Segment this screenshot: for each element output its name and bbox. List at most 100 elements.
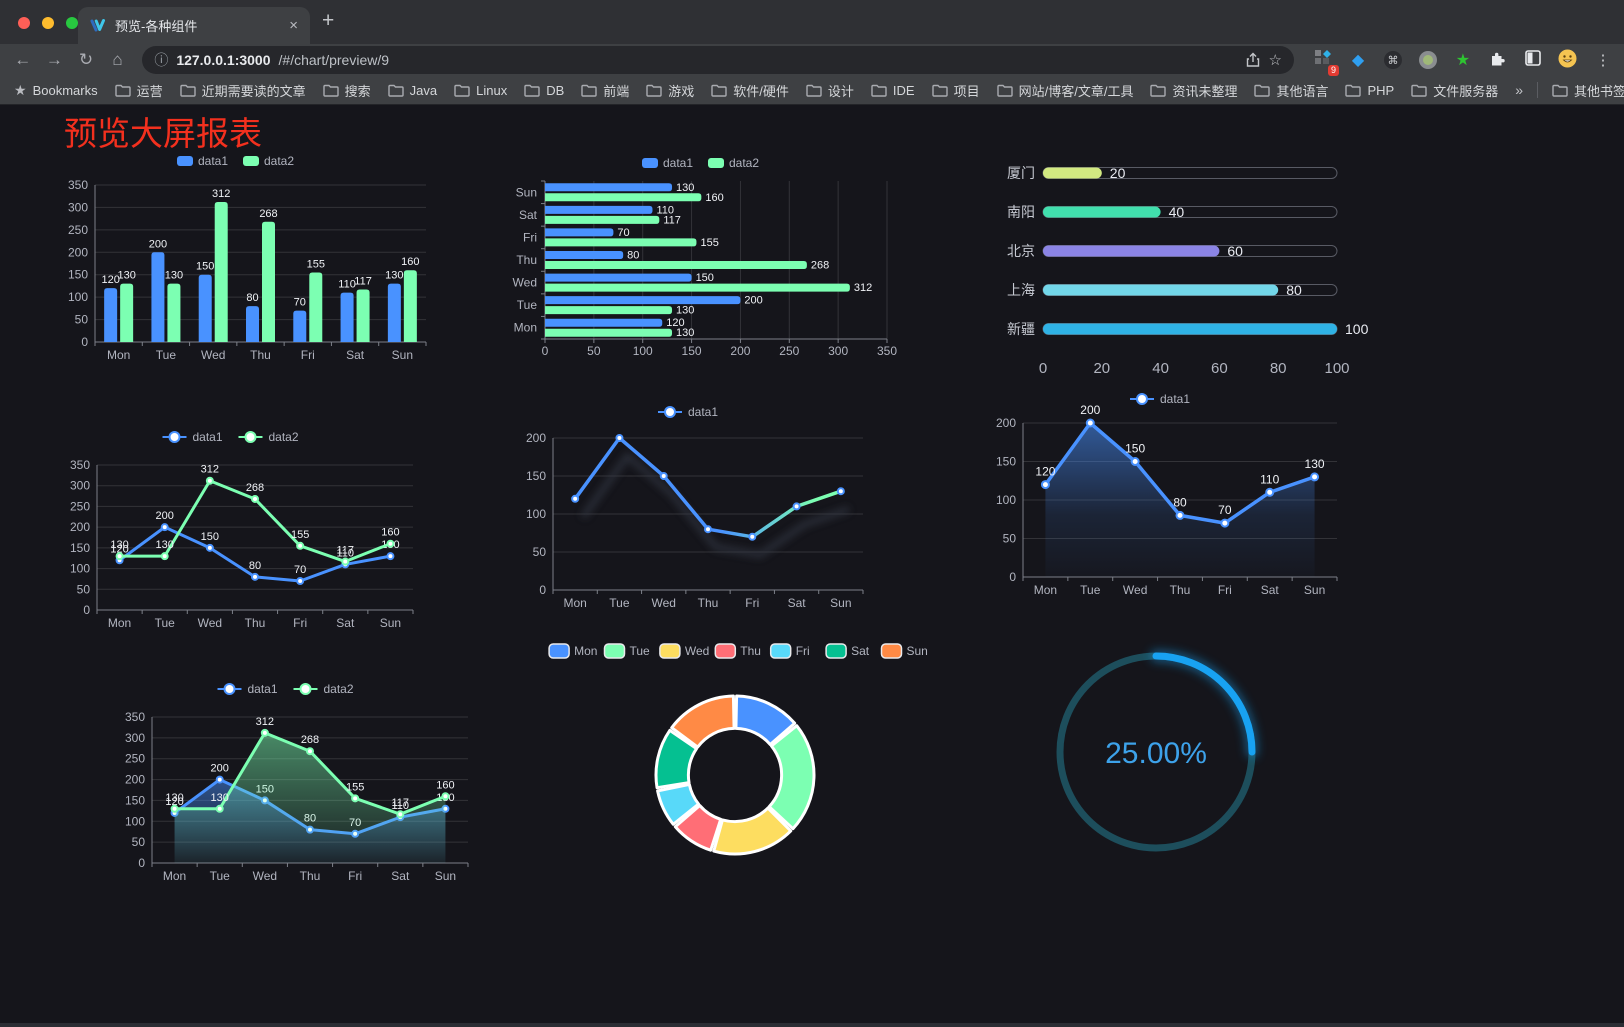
zoom-window-button[interactable]: [66, 17, 78, 29]
svg-text:312: 312: [854, 282, 872, 294]
chart-line-two-series: data1 data2 0 50 100 150 200 250 300 350 Mon Tue Wed…: [45, 425, 420, 645]
svg-text:100: 100: [1324, 360, 1349, 377]
url-path: /#/chart/preview/9: [278, 52, 390, 68]
record-extension-icon[interactable]: [1417, 51, 1439, 69]
svg-text:80: 80: [1286, 282, 1302, 298]
svg-text:150: 150: [682, 344, 702, 358]
bookmark-folder[interactable]: 软件/硬件: [711, 81, 789, 100]
address-bar[interactable]: ⓘ 127.0.0.1:3000 /#/chart/preview/9 ☆: [142, 46, 1294, 74]
bookmark-folder[interactable]: 近期需要读的文章: [179, 81, 306, 100]
bookmark-star-icon[interactable]: ☆: [1268, 52, 1282, 69]
svg-text:200: 200: [526, 431, 546, 445]
svg-text:200: 200: [125, 773, 145, 787]
svg-text:200: 200: [68, 245, 88, 259]
svg-text:Sun: Sun: [907, 644, 928, 658]
svg-text:Wed: Wed: [253, 869, 277, 883]
svg-text:厦门: 厦门: [1007, 165, 1035, 181]
new-tab-button[interactable]: +: [322, 9, 335, 32]
bookmark-folder[interactable]: Linux: [454, 83, 507, 98]
profile-avatar[interactable]: [1557, 49, 1579, 72]
svg-text:150: 150: [68, 268, 88, 282]
svg-text:117: 117: [354, 276, 372, 288]
svg-text:150: 150: [526, 469, 546, 483]
folder-icon: [806, 84, 822, 97]
bookmark-folder[interactable]: 搜索: [322, 81, 371, 100]
bookmark-folder[interactable]: 项目: [931, 81, 980, 100]
bookmarks-overflow[interactable]: »: [1515, 82, 1524, 98]
bookmark-folder[interactable]: IDE: [871, 83, 915, 98]
svg-text:120: 120: [110, 543, 128, 555]
svg-text:Sun: Sun: [435, 869, 456, 883]
bookmarks-manager[interactable]: ★ Bookmarks: [14, 81, 98, 98]
svg-text:130: 130: [676, 305, 694, 317]
svg-text:Mon: Mon: [108, 616, 131, 630]
svg-text:80: 80: [627, 250, 639, 262]
bookmark-folder[interactable]: Java: [387, 83, 437, 98]
tab-manager-extension-icon[interactable]: 9: [1312, 49, 1339, 76]
svg-text:20: 20: [1110, 165, 1126, 181]
reload-icon[interactable]: ↻: [78, 50, 94, 69]
bookmark-folder[interactable]: 其他语言: [1254, 81, 1328, 100]
svg-text:Wed: Wed: [198, 616, 222, 630]
other-bookmarks[interactable]: 其他书签: [1552, 81, 1624, 100]
svg-text:350: 350: [68, 178, 88, 192]
bookmark-folder[interactable]: 网站/博客/文章/工具: [996, 81, 1133, 100]
bookmarks-right-group: » 其他书签: [1515, 81, 1624, 100]
svg-text:Sat: Sat: [346, 348, 365, 362]
svg-text:130: 130: [1305, 457, 1325, 471]
svg-text:Sat: Sat: [1261, 583, 1280, 597]
svg-text:155: 155: [291, 529, 309, 541]
bookmark-folder[interactable]: 运营: [114, 81, 163, 100]
site-info-icon[interactable]: ⓘ: [154, 52, 169, 68]
svg-text:50: 50: [132, 835, 146, 849]
folder-icon: [322, 84, 339, 97]
svg-text:Tue: Tue: [155, 616, 176, 630]
command-extension-icon[interactable]: ⌘: [1382, 51, 1404, 70]
gem-extension-icon[interactable]: ◆: [1351, 52, 1365, 69]
svg-text:40: 40: [1169, 204, 1185, 220]
minimize-window-button[interactable]: [42, 17, 54, 29]
close-window-button[interactable]: [18, 17, 30, 29]
home-icon[interactable]: ⌂: [112, 50, 123, 69]
bookmark-folder[interactable]: 设计: [806, 81, 854, 100]
svg-text:155: 155: [700, 237, 718, 249]
svg-text:60: 60: [1211, 360, 1228, 377]
share-icon[interactable]: [1245, 52, 1261, 68]
svg-text:Tue: Tue: [210, 869, 231, 883]
svg-text:200: 200: [211, 763, 229, 775]
svg-text:312: 312: [201, 464, 219, 476]
back-icon[interactable]: ←: [14, 50, 32, 69]
tab-title: 预览-各种组件: [115, 19, 198, 34]
bookmark-folder[interactable]: 前端: [581, 81, 629, 100]
svg-text:155: 155: [346, 781, 364, 793]
menu-icon[interactable]: ⋮: [1595, 52, 1611, 69]
bookmark-folder[interactable]: 文件服务器: [1411, 81, 1498, 100]
bookmark-folder[interactable]: PHP: [1345, 83, 1394, 98]
svg-text:268: 268: [259, 208, 277, 220]
svg-text:160: 160: [381, 527, 399, 539]
svg-text:data2: data2: [269, 430, 299, 444]
svg-text:Thu: Thu: [516, 253, 537, 267]
svg-text:Thu: Thu: [300, 869, 321, 883]
forward-icon[interactable]: →: [45, 50, 63, 69]
svg-text:Sat: Sat: [851, 644, 870, 658]
browser-tab[interactable]: 预览-各种组件 ×: [78, 7, 310, 44]
bookmark-folder[interactable]: 游戏: [646, 81, 694, 100]
reading-list-icon[interactable]: [1522, 50, 1544, 70]
svg-text:150: 150: [196, 261, 214, 273]
bookmark-folder[interactable]: DB: [524, 83, 564, 98]
svg-text:70: 70: [294, 564, 306, 576]
extensions-row: 9 ◆ ⌘ ★ ⋮: [1312, 49, 1614, 76]
folder-icon: [581, 84, 597, 97]
chart-grouped-bar: data1 data2 0 50 100 150 200 250 300 350 Mon Tue Wed…: [40, 149, 435, 369]
tab-close-icon[interactable]: ×: [289, 17, 298, 34]
svg-text:Fri: Fri: [745, 596, 759, 610]
svg-text:Fri: Fri: [796, 644, 810, 658]
area-two-series-svg: data1 data2 0 50 100 150 200 250 300 350 Mon Tue Wed…: [125, 682, 469, 883]
extensions-puzzle-icon[interactable]: [1487, 50, 1509, 71]
green-star-extension-icon[interactable]: ★: [1455, 52, 1471, 69]
svg-text:130: 130: [156, 539, 174, 551]
svg-text:Mon: Mon: [563, 596, 586, 610]
bookmark-folder[interactable]: 资讯未整理: [1150, 81, 1237, 100]
